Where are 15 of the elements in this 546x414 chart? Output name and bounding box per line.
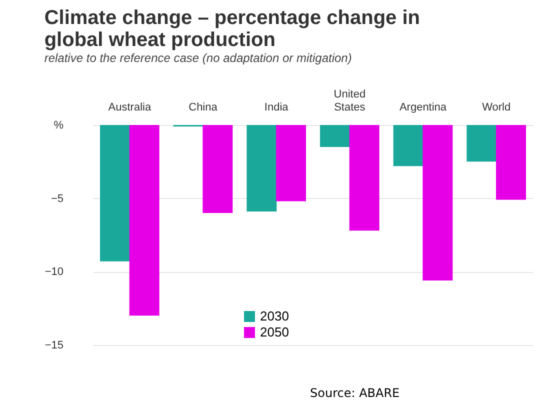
source-note: Source: ABARE	[298, 378, 532, 408]
y-tick-label: −5	[50, 192, 64, 205]
chart-subtitle: relative to the reference case (no adaptation or mitigation)	[44, 51, 352, 65]
x-tick-label: India	[264, 102, 290, 114]
x-tick-label: Argentina	[399, 102, 448, 114]
y-tick-label: −15	[44, 340, 64, 352]
x-tick-label: United States	[334, 88, 366, 114]
x-tick-label: China	[188, 102, 218, 114]
x-tick-label: World	[482, 102, 511, 114]
x-tick-label: Australia	[108, 102, 152, 114]
y-tick-label: −10	[44, 266, 64, 278]
legend-label: 2030	[260, 308, 289, 324]
chart-title: Climate change – percentage change in global wheat production	[44, 7, 420, 51]
legend-label: 2050	[260, 324, 289, 340]
y-tick-label: %	[54, 120, 64, 132]
